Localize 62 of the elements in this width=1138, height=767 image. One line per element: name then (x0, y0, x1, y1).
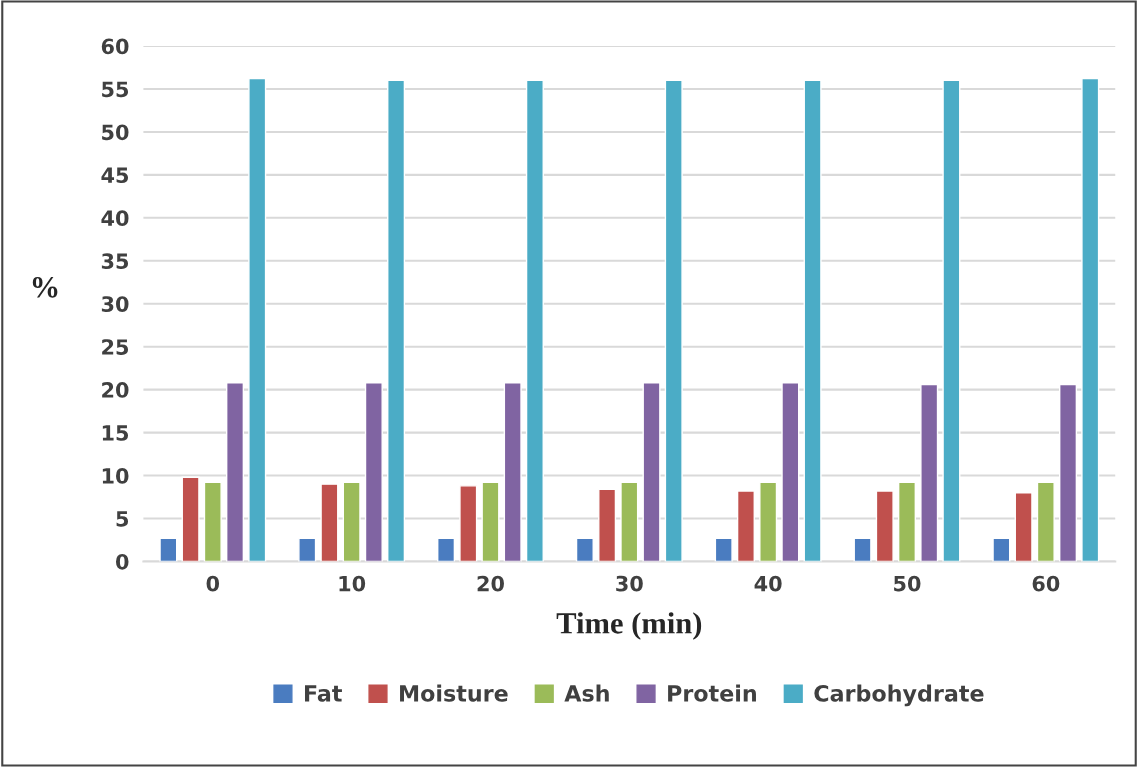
bar (1059, 383, 1078, 562)
bar (642, 382, 661, 562)
x-tick-label: 20 (477, 575, 504, 592)
y-tick-label: 10 (102, 467, 129, 484)
bar (759, 481, 778, 562)
bar (781, 382, 800, 562)
bar (320, 483, 339, 562)
bar (364, 382, 383, 562)
bar (525, 79, 544, 562)
bar (181, 476, 200, 562)
x-axis-title: Time (min) (556, 612, 702, 640)
bar (1014, 492, 1033, 562)
bar (203, 481, 222, 562)
bar (225, 382, 245, 562)
bar (714, 537, 733, 562)
y-tick-label: 25 (102, 339, 129, 355)
y-axis-title: % (32, 276, 58, 298)
bar (942, 79, 961, 562)
bar (897, 481, 917, 562)
legend-label: Ash (564, 684, 609, 702)
bar (875, 490, 894, 562)
y-tick-label: 55 (102, 81, 129, 98)
x-tick-label: 40 (754, 575, 782, 592)
bar (298, 537, 317, 562)
bar (736, 490, 755, 562)
legend-label: Fat (305, 685, 342, 702)
bar (575, 537, 594, 562)
x-tick-label: 0 (206, 575, 220, 592)
bar (387, 79, 406, 562)
legend-label: Carbohydrate (814, 684, 984, 707)
bar (159, 537, 178, 562)
bar (459, 485, 478, 562)
bar (1036, 481, 1055, 562)
bar (853, 537, 872, 562)
legend-label: Protein (668, 684, 756, 702)
y-tick-label: 50 (102, 124, 129, 141)
bar (664, 79, 683, 562)
y-tick-label: 60 (101, 38, 129, 55)
bar (803, 79, 822, 562)
x-tick-label: 60 (1032, 575, 1060, 592)
bar (920, 383, 939, 562)
bar (620, 481, 639, 562)
bar (992, 537, 1011, 562)
y-tick-label: 30 (101, 296, 129, 312)
bar (248, 77, 267, 562)
y-tick-label: 15 (102, 425, 129, 441)
x-tick-label: 50 (894, 575, 921, 592)
bar (481, 481, 500, 562)
bar (342, 481, 361, 562)
legend-label: Moisture (400, 684, 508, 702)
y-tick-label: 0 (116, 553, 129, 570)
bar (1081, 77, 1100, 562)
y-tick-label: 40 (101, 210, 129, 227)
x-tick-label: 30 (616, 575, 643, 592)
x-tick-label: 10 (339, 575, 366, 592)
y-tick-label: 5 (116, 511, 129, 527)
y-tick-label: 45 (101, 167, 129, 184)
bar (503, 382, 522, 562)
bar (437, 537, 456, 562)
bar (598, 488, 617, 562)
y-tick-label: 20 (102, 382, 129, 398)
y-tick-label: 35 (101, 253, 129, 269)
